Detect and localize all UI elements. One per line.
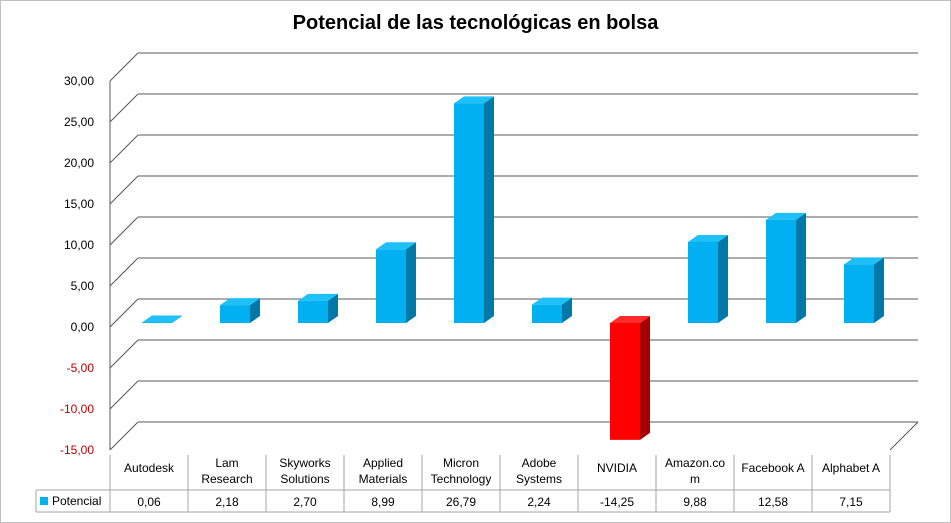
category-label: Skyworks [279,456,330,470]
y-tick-label: 30,00 [64,74,94,88]
bar [376,249,406,323]
gridline-diagonal [109,339,139,369]
bar-top [298,293,338,301]
category-label: Lam [215,456,238,470]
gridline-diagonal [109,421,139,451]
data-value-label: 0,06 [137,495,161,509]
y-tick-label: -10,00 [60,402,94,416]
category-label: Technology [431,472,492,486]
bar-side [484,96,494,324]
category-label: Systems [516,472,562,486]
y-tick-label: 5,00 [71,279,95,293]
y-tick-label: 15,00 [64,197,94,211]
category-label: Applied [363,456,403,470]
floor-edge [889,421,919,451]
bar [844,264,874,323]
bar-side [874,257,884,323]
data-value-label: 7,15 [839,495,863,509]
bar-top [688,234,728,242]
bar-side [406,242,416,323]
data-value-label: 2,70 [293,495,317,509]
gridline-diagonal [109,93,139,123]
category-label: Solutions [280,472,329,486]
bar-top [610,316,650,323]
bar-top [454,96,494,104]
gridline-diagonal [109,216,139,246]
y-tick-label: -15,00 [60,443,94,457]
category-label: Research [201,472,252,486]
bar-side [796,212,806,323]
data-value-label: 9,88 [683,495,707,509]
category-label: Facebook A [741,461,804,475]
bar [454,103,484,324]
bar [610,323,640,440]
gridline-diagonal [109,134,139,164]
y-tick-label: 10,00 [64,238,94,252]
data-value-label: 2,24 [527,495,551,509]
category-label: NVIDIA [597,461,637,475]
legend-key [40,497,48,505]
y-tick-label: 20,00 [64,156,94,170]
bar-side [562,297,572,323]
bar-top [220,298,260,306]
bar-top [142,315,182,323]
gridline-diagonal [109,257,139,287]
bar-top [376,242,416,250]
gridline-diagonal [109,52,139,82]
gridline-diagonal [109,380,139,410]
bar-top [766,212,806,220]
y-tick-label: -5,00 [67,361,95,375]
bar [688,241,718,323]
category-label: Alphabet A [822,461,880,475]
bar-side [250,298,260,323]
legend-label: Potencial [52,494,101,508]
y-tick-label: 25,00 [64,115,94,129]
chart-title: Potencial de las tecnológicas en bolsa [292,12,659,34]
category-label: Autodesk [124,461,175,475]
category-label: Micron [443,456,479,470]
category-label: m [690,472,700,486]
bar-side [328,293,338,323]
gridline-diagonal [109,298,139,328]
data-value-label: 12,58 [758,495,788,509]
bar [142,322,172,324]
data-value-label: 2,18 [215,495,239,509]
bar-side [172,315,182,324]
bar [532,304,562,323]
category-label: Adobe [522,456,557,470]
bar [766,219,796,323]
bar [298,300,328,323]
bar [220,305,250,323]
bar-side [718,234,728,323]
gridline-diagonal [109,175,139,205]
bar-side [640,316,650,440]
category-label: Amazon.co [665,456,725,470]
bar-top [532,297,572,305]
data-value-label: 8,99 [371,495,395,509]
category-label: Materials [359,472,408,486]
data-value-label: -14,25 [600,495,634,509]
bar-top [844,257,884,265]
data-value-label: 26,79 [446,495,476,509]
y-tick-label: 0,00 [71,320,95,334]
